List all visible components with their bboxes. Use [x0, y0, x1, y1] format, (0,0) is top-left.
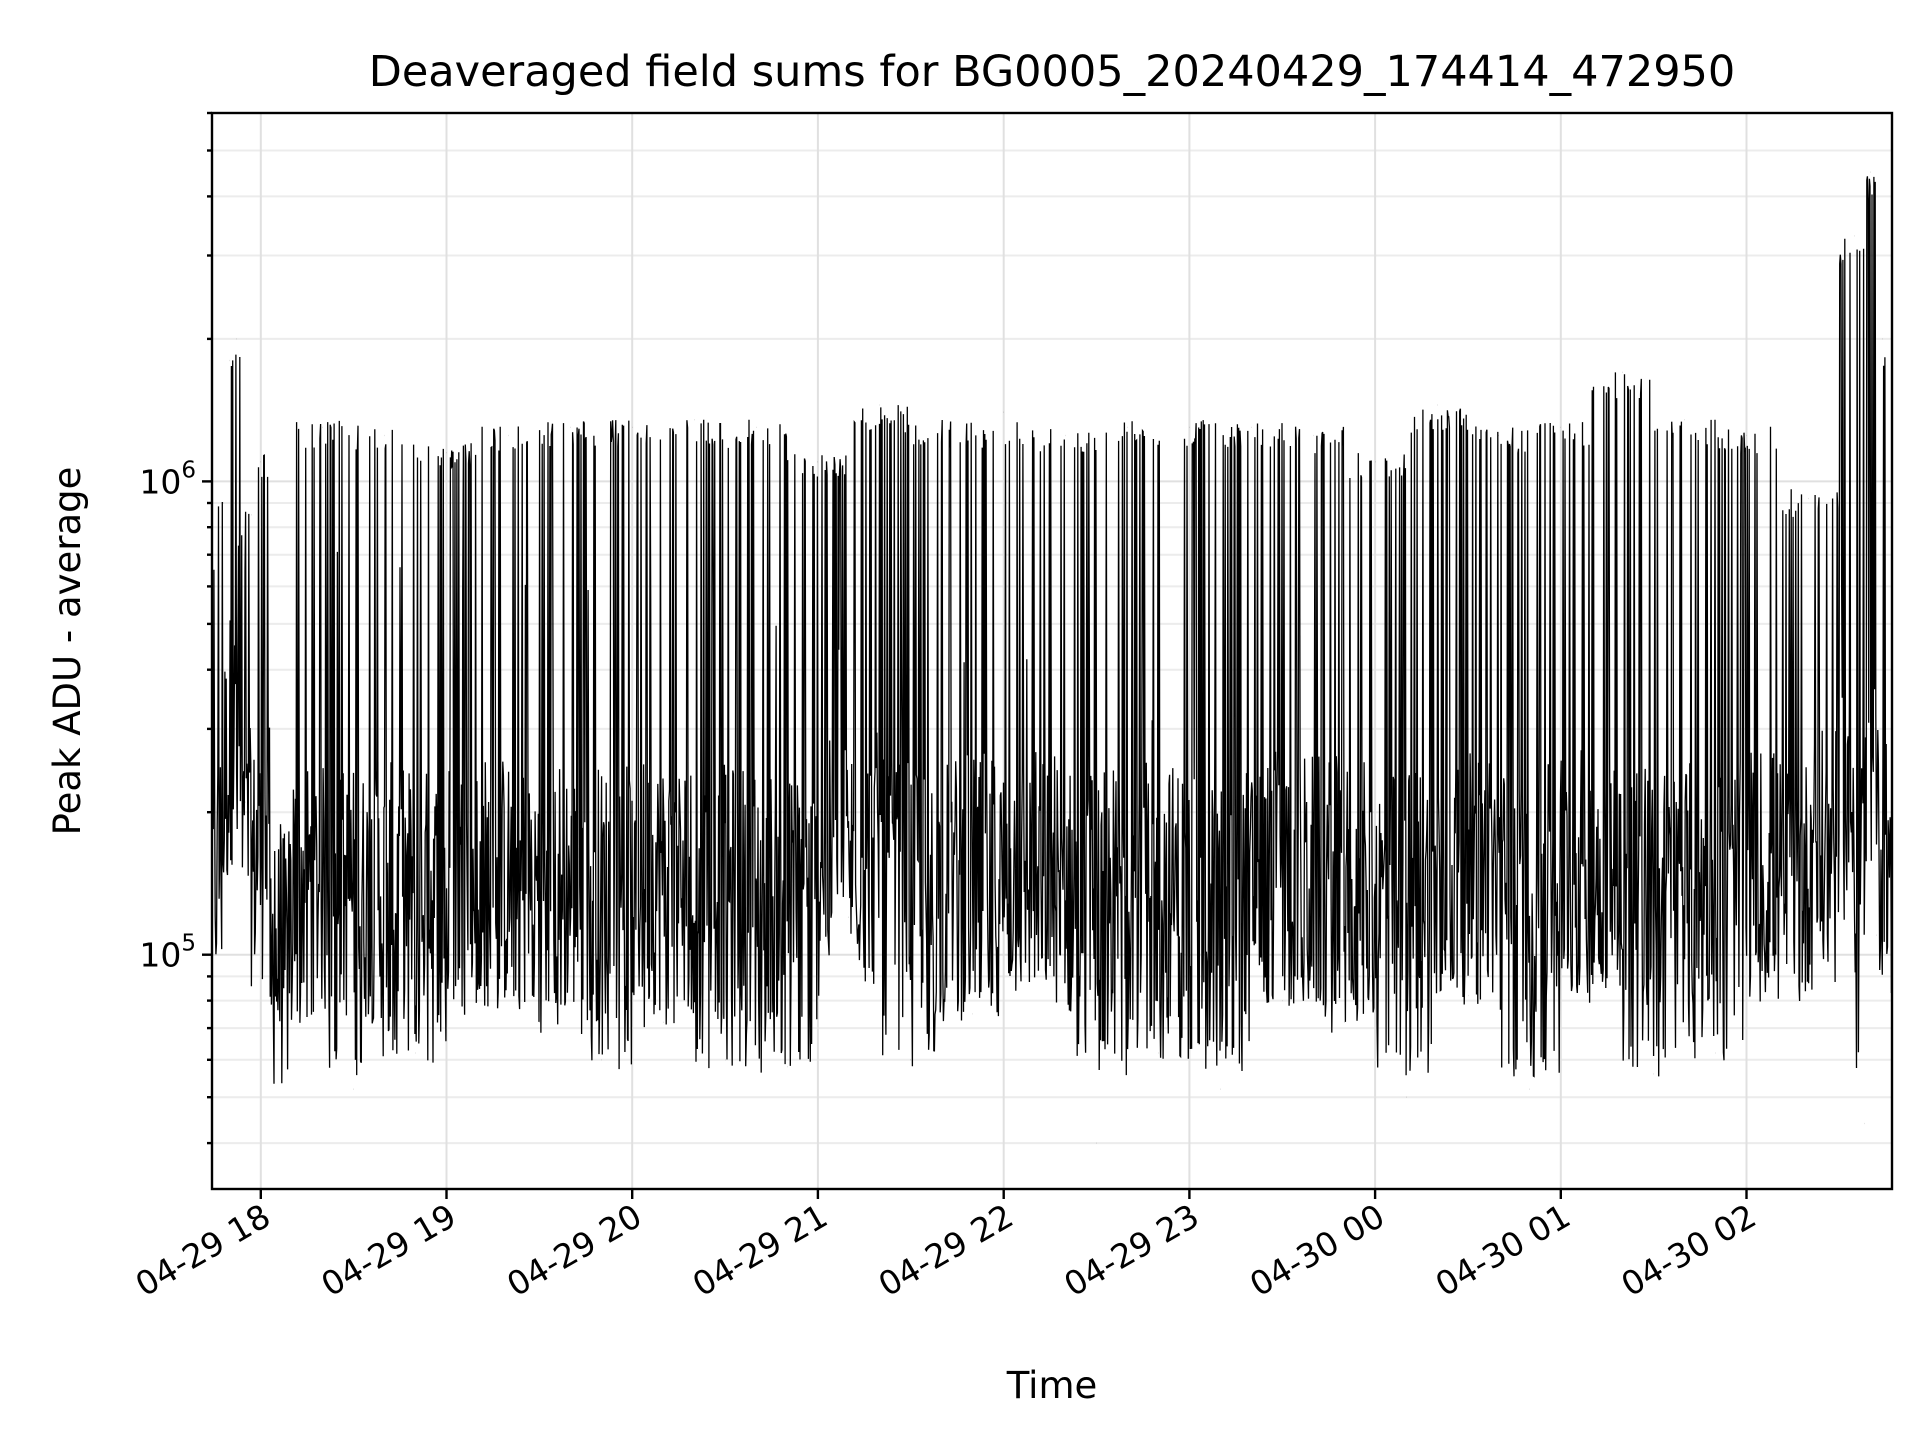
y-tick-label: 106: [139, 457, 196, 501]
plot-frame: [210, 111, 1894, 1191]
y-tick-label: 105: [139, 931, 196, 975]
chart-title: Deaveraged field sums for BG0005_2024042…: [369, 47, 1736, 97]
y-axis-label: Peak ADU - average: [46, 467, 89, 836]
series-line: [211, 171, 1893, 1144]
x-axis-label: Time: [1006, 1364, 1098, 1407]
